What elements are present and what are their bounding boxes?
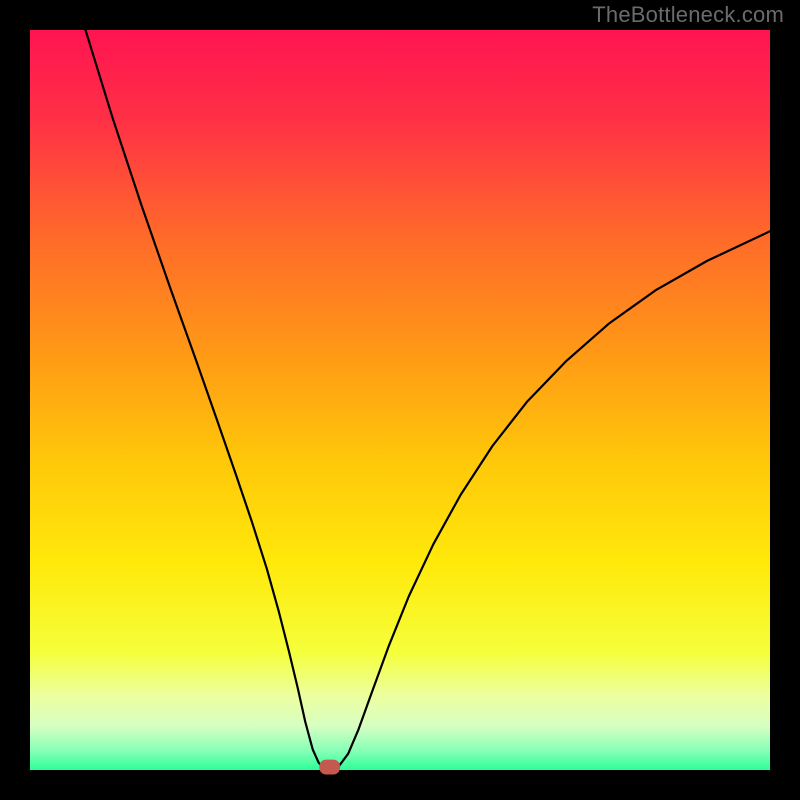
bottleneck-chart: TheBottleneck.com bbox=[0, 0, 800, 800]
chart-svg bbox=[0, 0, 800, 800]
optimal-point-marker bbox=[319, 760, 340, 775]
plot-background bbox=[30, 30, 770, 770]
watermark-text: TheBottleneck.com bbox=[592, 2, 784, 28]
